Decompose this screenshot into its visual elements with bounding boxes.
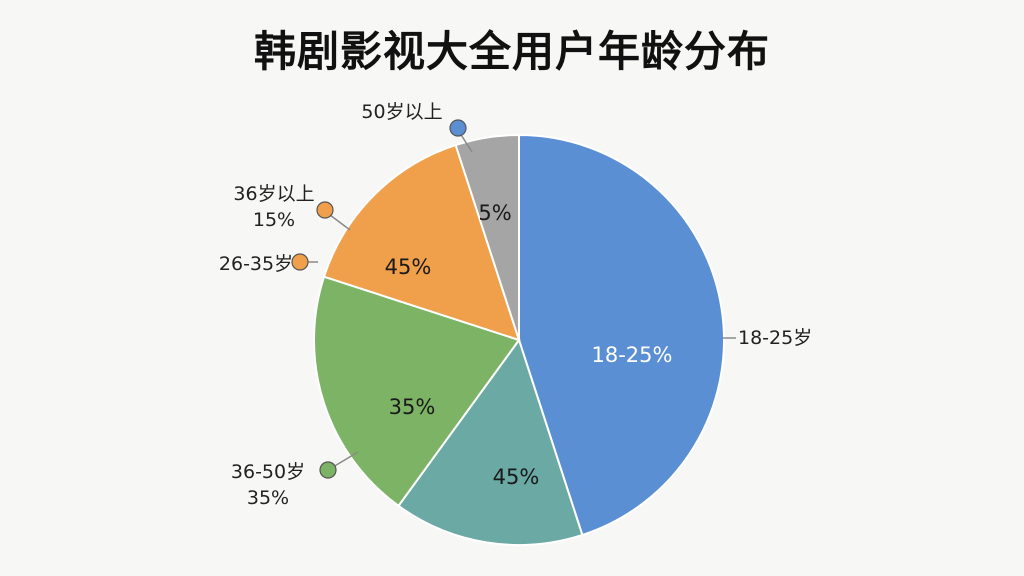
slice-label-s4: 45%	[385, 255, 432, 279]
chart-title: 韩剧影视大全用户年龄分布	[253, 27, 770, 76]
slice-label-s2: 45%	[493, 465, 540, 489]
callout-text-c2-1: 15%	[253, 209, 295, 231]
callout-marker-c2	[316, 201, 334, 219]
callout-text-c5-0: 36-50岁	[231, 461, 305, 483]
callout-marker-c1	[449, 119, 467, 137]
callout-text-c5-1: 35%	[247, 487, 289, 509]
pie-slice-s5	[454, 133, 520, 341]
pie-slice-s4	[322, 143, 521, 342]
pie-slice-s3	[313, 275, 521, 508]
slice-label-s1: 18-25%	[592, 343, 673, 367]
slice-label-s3: 35%	[389, 395, 436, 419]
slice-label-s5: 5%	[478, 201, 511, 225]
callout-text-c3-0: 26-35岁	[219, 253, 293, 275]
callout-marker-c5	[319, 461, 337, 479]
callout-text-c4-0: 18-25岁	[738, 327, 812, 349]
callout-marker-c3	[291, 253, 309, 271]
pie-slice-s2	[397, 337, 584, 546]
callout-text-c1-0: 50岁以上	[361, 101, 442, 123]
pie-slice-s1	[518, 133, 725, 537]
callout-text-c2-0: 36岁以上	[233, 183, 314, 205]
